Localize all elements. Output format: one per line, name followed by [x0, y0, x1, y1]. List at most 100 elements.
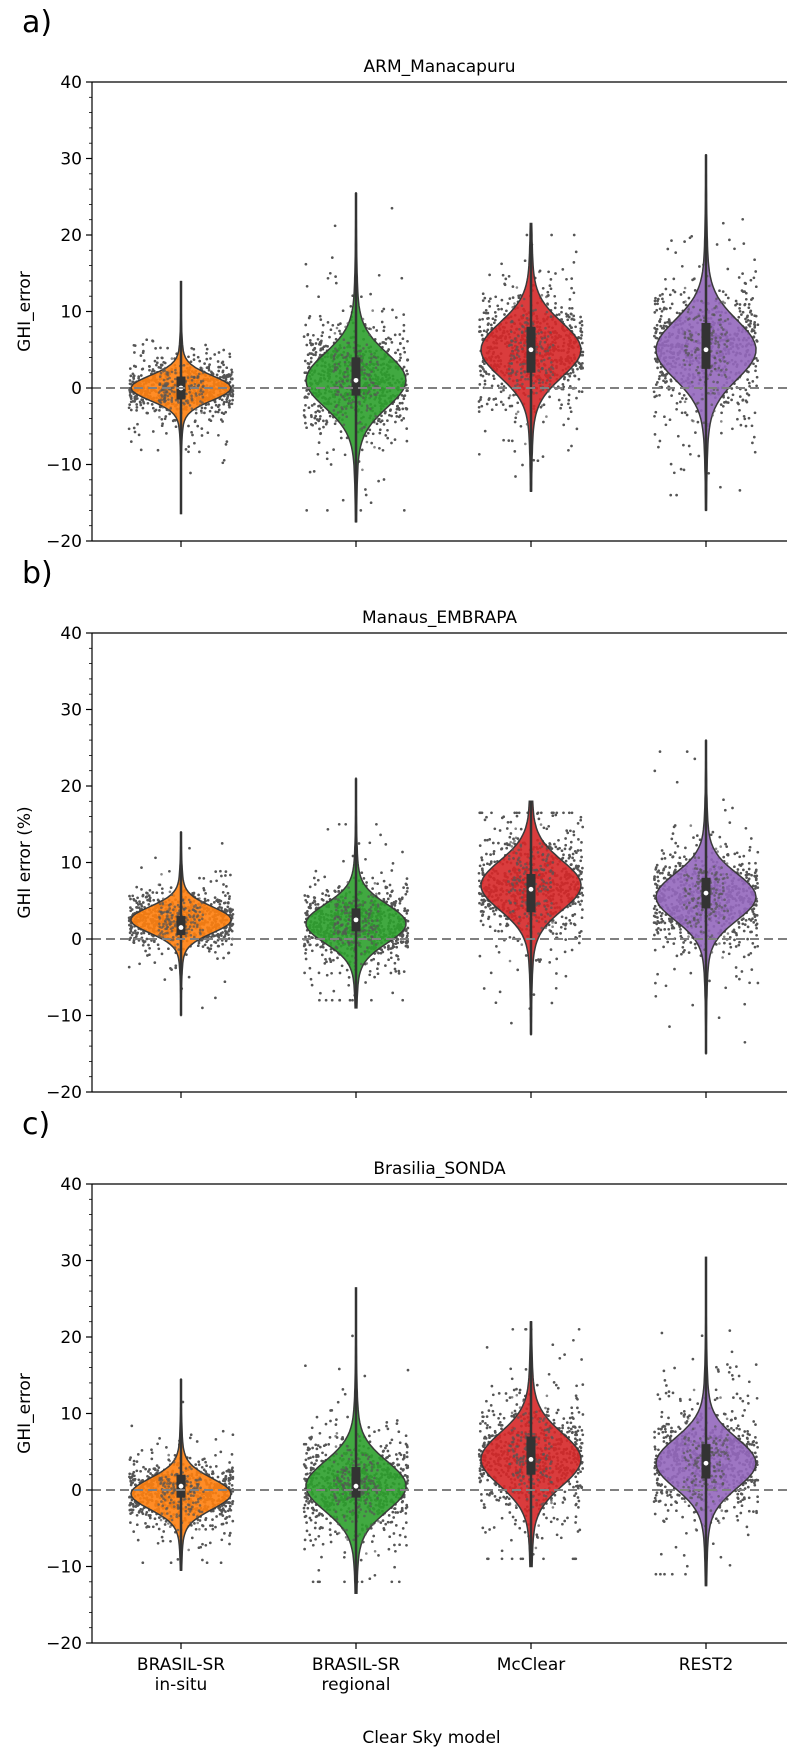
- scatter-point: [513, 450, 517, 453]
- scatter-point: [328, 271, 332, 275]
- y-axis-label: GHI error (%): [15, 806, 35, 918]
- scatter-point: [391, 991, 395, 995]
- scatter-point: [375, 422, 379, 426]
- scatter-point: [182, 364, 186, 367]
- scatter-point: [499, 390, 503, 394]
- scatter-point: [689, 452, 692, 456]
- scatter-point: [216, 360, 220, 363]
- scatter-point: [230, 368, 233, 372]
- scatter-point: [191, 433, 194, 437]
- scatter-point: [132, 931, 135, 935]
- scatter-point: [359, 355, 363, 358]
- scatter-point: [683, 363, 687, 367]
- scatter-point: [313, 402, 316, 406]
- scatter-point: [368, 969, 372, 973]
- scatter-point: [654, 358, 658, 362]
- scatter-point: [336, 349, 339, 353]
- scatter-point: [163, 978, 167, 981]
- scatter-point: [675, 401, 679, 405]
- scatter-point: [194, 392, 198, 395]
- scatter-point: [398, 401, 402, 405]
- scatter-point: [672, 277, 676, 281]
- scatter-point: [573, 374, 577, 378]
- scatter-point: [344, 822, 348, 826]
- y-tick-label: 10: [60, 303, 82, 323]
- scatter-point: [139, 403, 143, 407]
- scatter-point: [488, 273, 491, 277]
- scatter-point: [535, 350, 538, 354]
- scatter-point: [479, 396, 483, 399]
- scatter-point: [222, 348, 226, 352]
- scatter-point: [660, 309, 664, 313]
- scatter-point: [398, 333, 402, 336]
- scatter-point: [681, 397, 684, 400]
- scatter-point: [369, 407, 372, 411]
- scatter-point: [215, 879, 218, 883]
- scatter-point: [333, 332, 337, 335]
- scatter-point: [224, 874, 227, 877]
- scatter-point: [133, 430, 137, 434]
- scatter-point: [537, 369, 540, 372]
- scatter-point: [207, 402, 210, 406]
- scatter-point: [200, 406, 204, 410]
- scatter-point: [657, 445, 660, 449]
- panel-label: a): [22, 5, 52, 40]
- scatter-point: [142, 401, 146, 405]
- scatter-point: [370, 353, 373, 356]
- scatter-point: [560, 403, 563, 407]
- scatter-point: [745, 400, 749, 404]
- scatter-point: [720, 333, 723, 336]
- scatter-point: [509, 343, 512, 347]
- scatter-point: [173, 390, 176, 394]
- scatter-point: [209, 947, 213, 951]
- scatter-point: [398, 408, 401, 411]
- scatter-point: [306, 353, 310, 357]
- scatter-point: [216, 900, 220, 904]
- scatter-point: [221, 890, 225, 894]
- y-tick-label: 40: [60, 73, 82, 93]
- scatter-point: [319, 431, 323, 435]
- scatter-point: [685, 348, 688, 352]
- scatter-point: [662, 300, 665, 304]
- scatter-point: [333, 363, 337, 366]
- scatter-point: [308, 966, 312, 970]
- scatter-point: [747, 381, 751, 385]
- scatter-point: [744, 282, 748, 285]
- scatter-point: [128, 894, 131, 898]
- scatter-point: [519, 363, 522, 366]
- scatter-point: [380, 414, 383, 418]
- scatter-point: [684, 397, 688, 401]
- scatter-point: [214, 950, 217, 954]
- scatter-point: [152, 369, 156, 373]
- y-tick-label: −10: [46, 456, 82, 476]
- scatter-point: [217, 369, 221, 373]
- scatter-point: [228, 352, 232, 356]
- scatter-point: [330, 256, 334, 259]
- scatter-point: [719, 323, 722, 327]
- scatter-point: [747, 370, 750, 374]
- scatter-point: [365, 404, 369, 408]
- scatter-point: [204, 892, 207, 895]
- scatter-point: [203, 411, 206, 415]
- scatter-point: [682, 393, 686, 397]
- scatter-point: [741, 217, 745, 221]
- scatter-point: [206, 898, 210, 902]
- scatter-point: [657, 377, 661, 381]
- scatter-point: [720, 431, 723, 435]
- scatter-point: [399, 356, 402, 360]
- scatter-point: [133, 929, 137, 933]
- scatter-point: [309, 360, 313, 364]
- scatter-point: [490, 408, 494, 412]
- scatter-point: [307, 392, 310, 396]
- scatter-point: [357, 842, 361, 845]
- scatter-point: [359, 509, 363, 512]
- scatter-point: [130, 908, 134, 911]
- scatter-point: [381, 448, 385, 452]
- scatter-point: [709, 373, 712, 377]
- scatter-point: [228, 895, 231, 898]
- scatter-point: [342, 338, 346, 342]
- scatter-point: [536, 459, 540, 463]
- scatter-point: [159, 346, 162, 350]
- scatter-point: [749, 278, 753, 282]
- scatter-point: [368, 373, 371, 376]
